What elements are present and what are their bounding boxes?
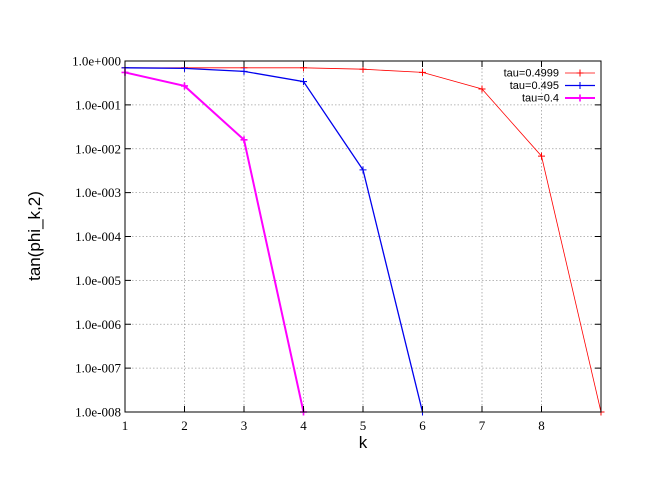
data-point — [478, 85, 486, 93]
legend-label: tau=0.4 — [522, 93, 559, 105]
tick-labels: 1 2 3 4 5 6 7 8 1.0e+000 1.0e-001 1.0e-002 1.0e-003… — [72, 54, 545, 434]
series-line-2 — [124, 71, 305, 413]
data-point — [181, 82, 188, 90]
y-tick-label: 1.0e-006 — [75, 317, 121, 332]
y-tick-label: 1.0e-002 — [75, 141, 121, 156]
y-tick-label: 1.0e-001 — [75, 97, 121, 112]
data-point — [240, 136, 248, 144]
legend-label: tau=0.4999 — [504, 68, 559, 80]
legend-marker — [576, 82, 584, 89]
x-tick-label: 4 — [300, 418, 307, 433]
x-axis-title: k — [359, 433, 368, 452]
x-tick-label: 2 — [181, 418, 188, 433]
y-tick-label: 1.0e+000 — [72, 54, 121, 69]
data-point — [538, 152, 545, 160]
axis-ticks — [124, 60, 601, 413]
y-tick-label: 1.0e-007 — [75, 361, 121, 376]
x-tick-label: 3 — [241, 418, 248, 433]
y-tick-label: 1.0e-005 — [75, 273, 121, 288]
data-point — [300, 78, 307, 86]
y-tick-label: 1.0e-008 — [75, 405, 121, 420]
x-tick-label: 8 — [538, 418, 545, 433]
legend-label: tau=0.495 — [510, 80, 559, 92]
data-point — [419, 68, 426, 76]
y-axis-title: tan(phi_k,2) — [25, 191, 44, 281]
y-tick-label: 1.0e-004 — [75, 229, 121, 244]
x-tick-label: 5 — [360, 418, 367, 433]
x-tick-label: 6 — [419, 418, 426, 433]
grid-lines — [125, 61, 601, 412]
legend-marker — [576, 69, 584, 77]
y-tick-label: 1.0e-003 — [75, 185, 121, 200]
plot-series — [121, 64, 605, 416]
legend-marker — [576, 94, 584, 102]
series-line-1 — [124, 67, 424, 413]
data-point — [240, 67, 248, 75]
x-tick-label: 7 — [479, 418, 486, 433]
data-point — [359, 166, 367, 174]
x-tick-label: 1 — [122, 418, 129, 433]
